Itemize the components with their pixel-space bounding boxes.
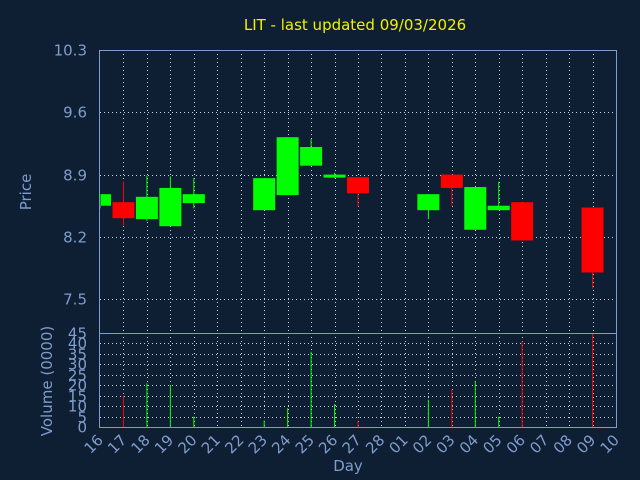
candle-body (182, 194, 205, 204)
price-tick-label: 8.9 (63, 167, 87, 185)
volume-tick-label: 35 (68, 346, 87, 364)
x-tick-label: 25 (292, 431, 318, 457)
x-tick-label: 21 (198, 431, 224, 457)
volume-grid (100, 333, 616, 427)
x-axis-ticks: 1617181920212223242526272801020304050607… (81, 431, 623, 457)
x-tick-label: 10 (597, 431, 623, 457)
volume-axis-label: Volume (0000) (38, 326, 56, 436)
volume-panel-frame (99, 333, 617, 428)
x-tick-label: 20 (174, 431, 200, 457)
x-tick-label: 23 (245, 431, 271, 457)
price-axis-label: Price (17, 174, 35, 211)
volume-tick-label: 25 (68, 367, 87, 385)
x-tick-label: 19 (151, 431, 177, 457)
x-tick-label: 07 (526, 431, 552, 457)
price-axis-ticks: 10.3 9.6 8.9 8.2 7.5 (54, 42, 87, 309)
candle-body (511, 202, 534, 241)
price-tick-label: 7.5 (63, 291, 87, 309)
candle-body (159, 187, 182, 227)
candle-body (417, 194, 440, 211)
x-tick-label: 03 (432, 431, 458, 457)
x-tick-label: 09 (573, 431, 599, 457)
candle-body (101, 194, 111, 206)
volume-tick-label: 10 (68, 398, 87, 416)
candle-body (300, 147, 323, 166)
x-tick-label: 05 (479, 431, 505, 457)
price-tick-label: 10.3 (54, 42, 87, 60)
candle-body (440, 174, 463, 188)
x-tick-label: 28 (362, 431, 388, 457)
chart-title: LIT - last updated 09/03/2026 (244, 16, 466, 34)
candle-body (276, 137, 299, 196)
candle-body (347, 177, 369, 194)
x-axis-label: Day (333, 457, 363, 475)
volume-bars (122, 333, 594, 427)
x-tick-label: 02 (409, 431, 435, 457)
candle-body (112, 202, 135, 219)
volume-tick-label: 5 (77, 409, 87, 427)
candle-body (135, 196, 158, 220)
x-tick-label: 01 (386, 431, 412, 457)
candle-body (253, 178, 276, 211)
candle-body (487, 205, 510, 211)
volume-tick-label: 30 (68, 356, 87, 374)
x-tick-label: 24 (268, 431, 294, 457)
candle-body (581, 207, 604, 273)
x-tick-label: 17 (104, 431, 130, 457)
candle-body (323, 174, 346, 178)
price-candles (99, 137, 604, 289)
x-tick-label: 06 (503, 431, 529, 457)
volume-tick-label: 0 (77, 419, 87, 437)
candle-body (464, 187, 487, 230)
x-tick-label: 18 (128, 431, 154, 457)
x-tick-label: 04 (456, 431, 482, 457)
price-tick-label: 9.6 (63, 104, 87, 122)
volume-tick-label: 20 (68, 377, 87, 395)
x-tick-label: 26 (315, 431, 341, 457)
x-tick-label: 22 (221, 431, 247, 457)
volume-tick-label: 45 (68, 325, 87, 343)
volume-tick-label: 40 (68, 335, 87, 353)
price-tick-label: 8.2 (63, 229, 87, 247)
x-tick-label: 08 (550, 431, 576, 457)
volume-tick-label: 15 (68, 388, 87, 406)
x-tick-label: 27 (339, 431, 365, 457)
